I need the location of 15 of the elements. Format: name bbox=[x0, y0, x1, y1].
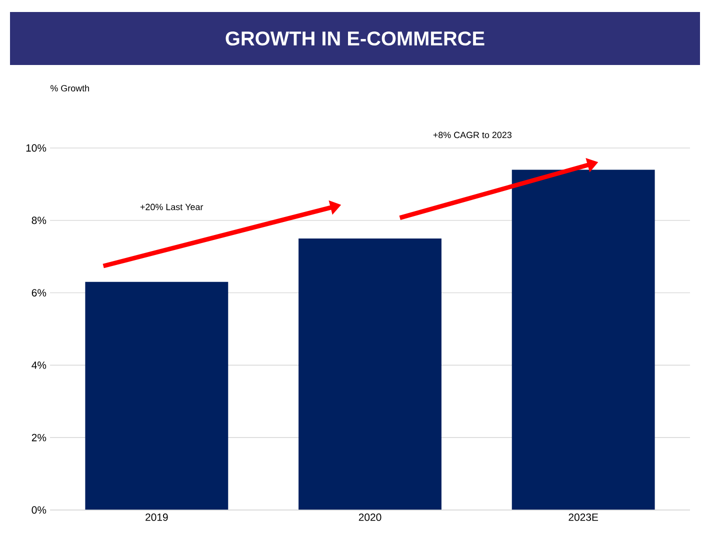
text: % Growth bbox=[50, 84, 89, 92]
y-tick-label: 0% bbox=[32, 506, 46, 514]
bar bbox=[298, 238, 442, 510]
x-tick-label: 2020 bbox=[358, 514, 382, 521]
x-tick-label: 2023E bbox=[568, 514, 598, 521]
y-tick-label: 2% bbox=[32, 434, 46, 442]
x-tick-label: 2019 bbox=[146, 514, 168, 521]
y-tick-label: 6% bbox=[32, 289, 46, 296]
y-tick-label: 8% bbox=[32, 216, 46, 224]
bar bbox=[85, 282, 228, 510]
text: +8% CAGR to 2023 bbox=[433, 132, 512, 138]
y-tick-label: 4% bbox=[32, 362, 46, 369]
annotation: +20% Last Year bbox=[140, 204, 204, 210]
chart-title: GROWTH IN E-COMMERCE bbox=[226, 31, 484, 46]
y-tick-label: 10% bbox=[26, 144, 46, 152]
